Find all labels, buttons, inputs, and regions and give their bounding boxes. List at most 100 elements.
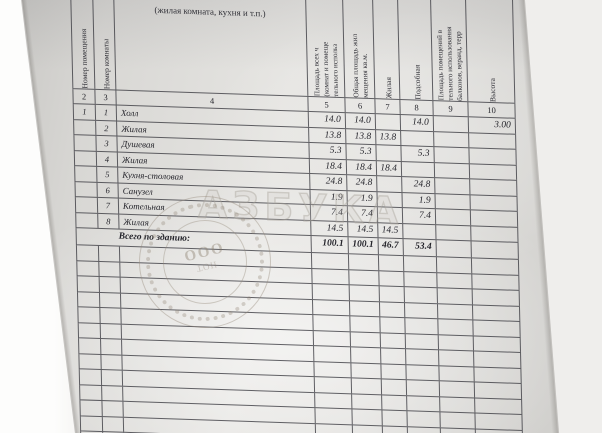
cell-area-auxiliary: 7.4 — [402, 208, 437, 224]
cell-apartment-number — [75, 197, 99, 213]
cell-empty — [312, 284, 350, 300]
cell-height — [469, 148, 517, 165]
header-area-living-label: Жилая — [383, 76, 393, 99]
cell-empty — [381, 363, 407, 380]
cell-area-all-parts: 14.0 — [308, 111, 347, 128]
cell-empty — [315, 423, 354, 433]
table-header-row: Номер помещения Номер комнаты (жилая ком… — [70, 0, 516, 103]
cell-apartment-number — [74, 119, 97, 135]
cell-area-overall: 14.0 — [345, 113, 377, 129]
header-area-aux-use-label: Площадь помещений в тельного использован… — [436, 26, 465, 102]
cell-empty — [474, 382, 523, 399]
cell-area-living: 14.5 — [378, 222, 404, 239]
cell-empty — [405, 333, 440, 350]
cell-empty — [403, 256, 438, 272]
cell-total-height — [471, 241, 519, 259]
cell-area-all-parts: 7.4 — [310, 204, 349, 221]
cell-height — [471, 225, 519, 242]
cell-empty — [439, 365, 475, 382]
cell-empty — [350, 331, 382, 348]
table-body: 1 1 Холл 14.0 14.0 14.0 3.00 2 Жилая 13.8 13.8 13.8… — [72, 104, 524, 433]
cell-empty — [379, 301, 406, 318]
cell-room-number: 7 — [97, 197, 120, 214]
cell-empty — [99, 261, 121, 277]
cell-empty — [473, 335, 522, 352]
header-area-aux-use: Площадь помещений в тельного использован… — [431, 0, 469, 102]
cell-empty — [381, 348, 407, 364]
cell-area-living: 13.8 — [376, 129, 402, 145]
cell-area-all-parts: 14.5 — [311, 220, 349, 237]
header-room-name: (жилая комната, кухня и т.п.) — [114, 0, 309, 96]
cell-empty — [436, 257, 473, 273]
cell-empty — [474, 366, 522, 383]
header-area-auxiliary: Подсобная — [398, 0, 434, 101]
header-area-all-parts-label: Площадь всех ч (комнат и помеще тельного… — [312, 41, 341, 97]
cell-empty — [404, 302, 439, 319]
cell-empty — [80, 400, 103, 416]
cell-empty — [404, 271, 438, 288]
cell-empty — [314, 377, 353, 393]
cell-area-living — [377, 207, 404, 223]
cell-area-overall: 1.9 — [347, 190, 378, 207]
cell-area-aux-use — [434, 162, 471, 179]
cell-empty — [102, 401, 124, 417]
header-apartment-number: Номер помещения — [71, 0, 96, 89]
cell-empty — [311, 253, 350, 269]
cell-empty — [407, 411, 441, 427]
cell-area-living — [376, 145, 402, 161]
cell-empty — [380, 332, 407, 349]
cell-empty — [381, 379, 408, 395]
cell-area-aux-use — [436, 224, 472, 241]
cell-area-overall: 24.8 — [347, 175, 378, 191]
cell-empty — [351, 347, 382, 363]
cell-area-aux-use — [435, 193, 471, 210]
cell-empty — [98, 245, 121, 262]
cell-room-number: 3 — [96, 135, 118, 152]
cell-room-number: 1 — [95, 104, 118, 121]
cell-empty — [438, 334, 475, 351]
header-apartment-number-label: Номер помещения — [79, 28, 90, 89]
cell-empty — [472, 289, 520, 306]
cell-height — [470, 179, 518, 196]
cell-empty — [382, 410, 408, 426]
cell-area-aux-use — [434, 131, 470, 148]
header-room-name-label: (жилая комната, кухня и т.п.) — [154, 4, 266, 19]
cell-apartment-number — [75, 181, 98, 197]
cell-empty — [76, 245, 100, 261]
cell-area-overall: 14.5 — [348, 221, 379, 238]
cell-empty — [79, 369, 103, 385]
header-area-all-parts: Площадь всех ч (комнат и помеще тельного… — [306, 0, 346, 98]
cell-area-auxiliary: 24.8 — [402, 177, 436, 193]
cell-height — [470, 210, 519, 227]
cell-empty — [351, 378, 383, 394]
cell-area-aux-use — [434, 147, 470, 163]
cell-empty — [79, 353, 102, 370]
cell-apartment-number: 1 — [73, 104, 97, 120]
cell-empty — [382, 425, 409, 433]
cell-empty — [312, 268, 350, 285]
cell-empty — [439, 350, 475, 366]
column-number: 3 — [95, 89, 117, 105]
cell-area-living — [375, 114, 402, 130]
column-number: 5 — [308, 96, 346, 113]
cell-empty — [404, 287, 438, 303]
cell-empty — [349, 285, 380, 301]
cell-empty — [437, 288, 473, 304]
cell-total-living: 46.7 — [378, 238, 404, 256]
cell-empty — [472, 273, 520, 290]
cell-area-overall: 13.8 — [346, 128, 377, 145]
column-number: 7 — [375, 99, 401, 114]
column-number: 2 — [73, 89, 96, 104]
cell-area-living: 18.4 — [376, 160, 403, 177]
cell-empty — [312, 299, 351, 316]
cell-empty — [99, 292, 122, 308]
cell-empty — [315, 408, 353, 424]
cell-height — [470, 194, 518, 211]
cell-empty — [315, 392, 353, 409]
cell-empty — [102, 416, 125, 432]
header-area-living: Жилая — [373, 0, 401, 99]
cell-empty — [406, 364, 440, 381]
cell-empty — [78, 322, 102, 339]
cell-empty — [350, 316, 381, 332]
